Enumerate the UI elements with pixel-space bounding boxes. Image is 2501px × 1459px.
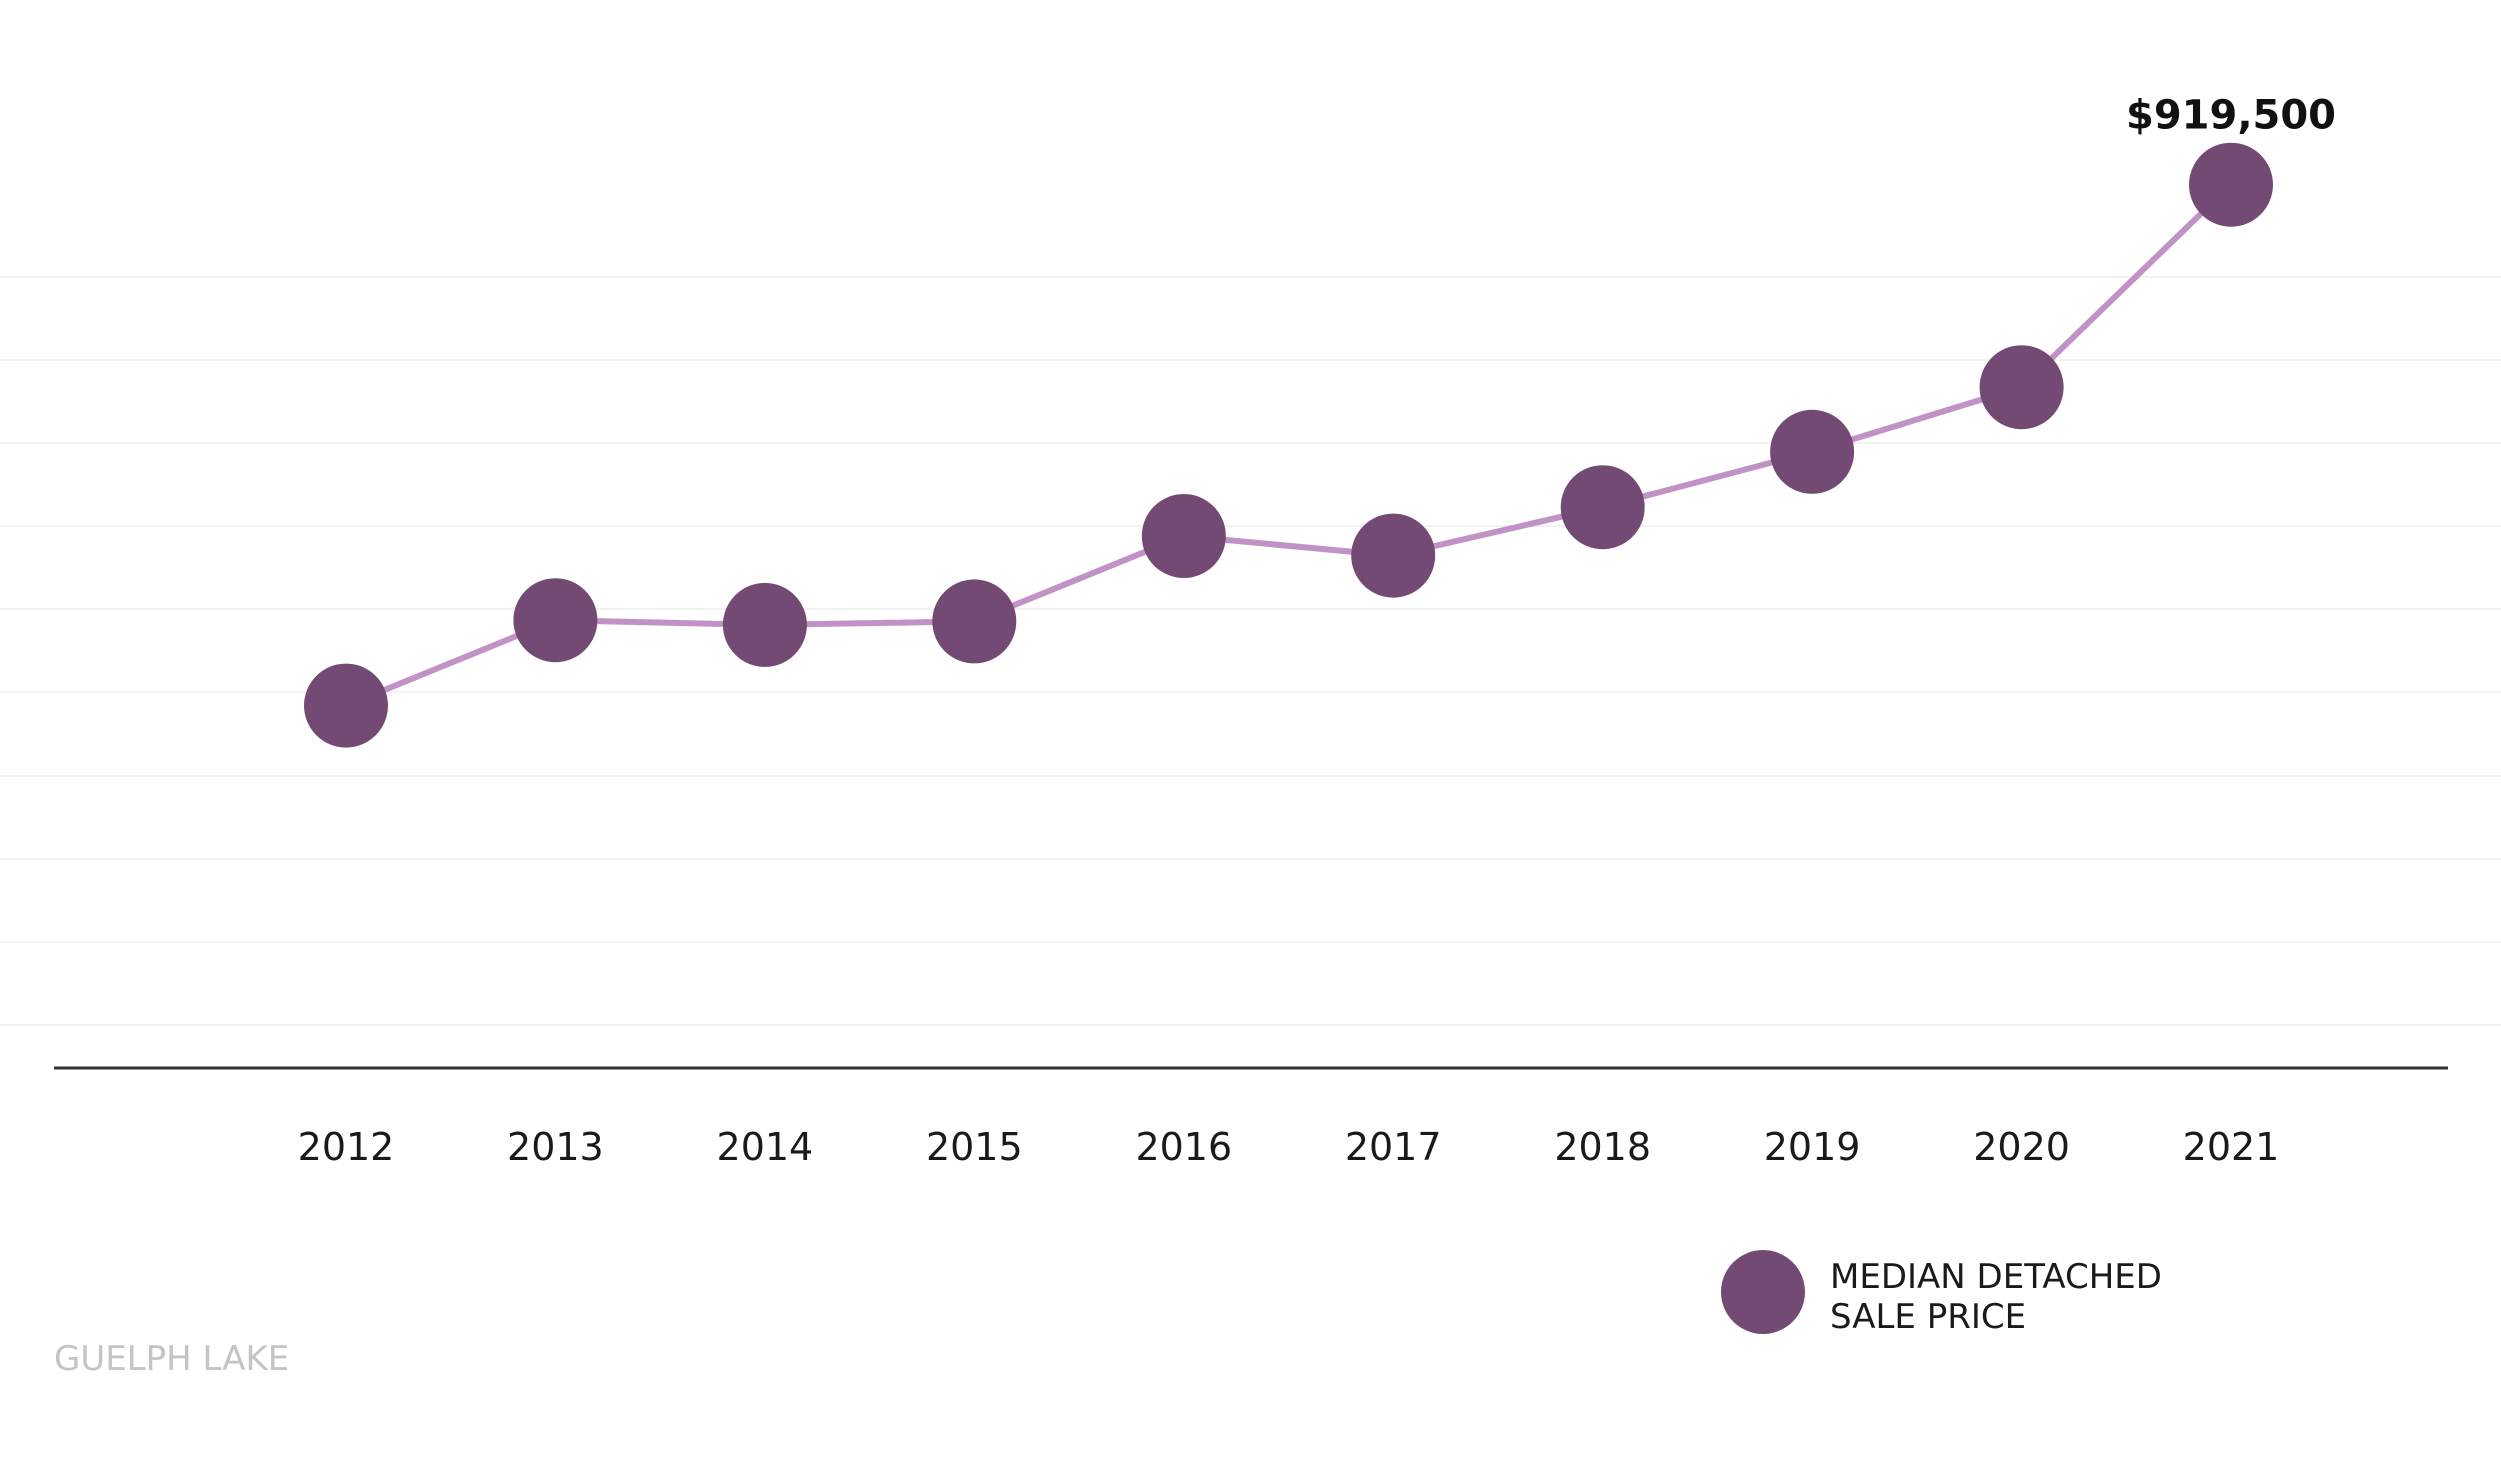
data-points [304, 142, 2273, 748]
series-line [344, 182, 2234, 709]
legend-marker [1721, 1250, 1805, 1334]
data-point-2013 [513, 578, 598, 663]
x-tick-label-2012: 2012 [298, 1125, 395, 1169]
data-point-2019 [1770, 409, 1855, 494]
x-tick-label-2019: 2019 [1764, 1125, 1861, 1169]
x-tick-label-2017: 2017 [1345, 1125, 1442, 1169]
x-tick-label-2016: 2016 [1135, 1125, 1232, 1169]
x-tick-label-2021: 2021 [2183, 1125, 2280, 1169]
data-point-2012 [304, 663, 388, 748]
data-point-2017 [1351, 513, 1436, 598]
x-tick-labels: 2012 2013 2014 2015 2016 2017 2018 2019 2020 2021 [298, 1125, 2280, 1169]
data-point-2018 [1560, 465, 1645, 550]
legend-label-line-1: MEDIAN DETACHED [1830, 1257, 2162, 1297]
data-label-2021: $919,500 [2126, 93, 2336, 139]
data-point-2021 [2189, 142, 2273, 227]
data-point-2015 [932, 579, 1017, 664]
x-tick-label-2015: 2015 [926, 1125, 1023, 1169]
legend: MEDIAN DETACHED SALE PRICE [1721, 1250, 2162, 1337]
data-point-2020 [1979, 345, 2064, 430]
footer-label: GUELPH LAKE [54, 1339, 289, 1379]
x-tick-label-2018: 2018 [1554, 1125, 1651, 1169]
x-tick-label-2013: 2013 [507, 1125, 604, 1169]
x-tick-label-2020: 2020 [1973, 1125, 2070, 1169]
gridlines [0, 276, 2501, 1026]
legend-label-line-2: SALE PRICE [1830, 1297, 2026, 1337]
data-labels: $919,500 [2126, 93, 2336, 139]
x-tick-label-2014: 2014 [717, 1125, 814, 1169]
data-point-2016 [1141, 494, 1226, 578]
data-point-2014 [722, 582, 807, 667]
